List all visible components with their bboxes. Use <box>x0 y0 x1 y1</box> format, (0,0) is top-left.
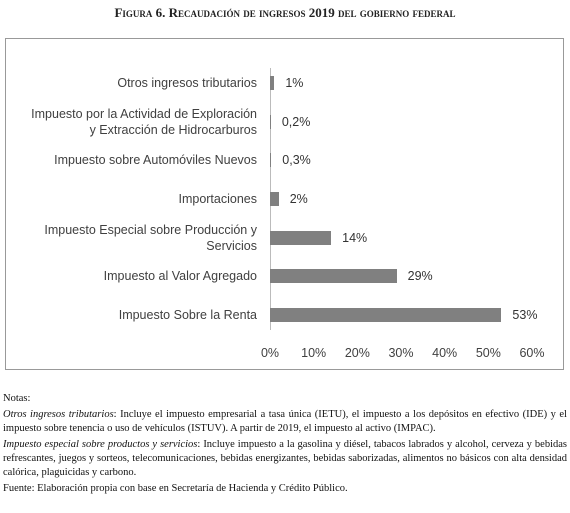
note-text: : Incluye el impuesto empresarial a tasa… <box>3 409 567 434</box>
bar <box>270 269 397 283</box>
category-label: Importaciones <box>178 192 257 206</box>
category-label: Impuesto al Valor Agregado <box>103 269 257 283</box>
source: Fuente: Elaboración propia con base en S… <box>3 483 348 494</box>
x-tick-label: 60% <box>519 346 545 360</box>
note-term: Impuesto especial sobre productos y serv… <box>3 439 198 450</box>
note: Impuesto especial sobre productos y serv… <box>3 438 567 480</box>
value-label: 2% <box>289 192 308 206</box>
value-label: 14% <box>342 231 368 245</box>
bar <box>270 153 272 167</box>
value-label: 0,3% <box>282 153 311 167</box>
notes: Notas: Otros ingresos tributarios: Inclu… <box>3 392 567 498</box>
x-tick-label: 50% <box>475 346 501 360</box>
category-label: Impuesto sobre Automóviles Nuevos <box>54 153 257 167</box>
x-tick-label: 0% <box>260 346 280 360</box>
chart-title: Figura 6. Recaudación de ingresos 2019 d… <box>114 5 456 20</box>
x-tick-label: 10% <box>301 346 327 360</box>
note: Otros ingresos tributarios: Incluye el i… <box>3 408 567 436</box>
value-label: 1% <box>285 76 304 90</box>
value-label: 0,2% <box>281 115 311 129</box>
category-label: Otros ingresos tributarios <box>117 76 257 90</box>
chart-frame <box>5 38 564 370</box>
value-label: 53% <box>512 308 538 322</box>
bar <box>270 115 271 129</box>
category-label: Impuesto Especial sobre Producción y Ser… <box>44 223 257 253</box>
x-tick-label: 40% <box>432 346 458 360</box>
x-tick-label: 30% <box>388 346 414 360</box>
bar <box>270 76 275 90</box>
x-tick-label: 20% <box>344 346 370 360</box>
value-label: 29% <box>407 269 433 283</box>
category-label: Impuesto por la Actividad de Exploración… <box>31 107 257 137</box>
notes-heading: Notas: <box>3 393 31 404</box>
note-term: Otros ingresos tributarios <box>3 409 114 420</box>
bar <box>270 231 332 245</box>
bar <box>270 192 279 206</box>
bar <box>270 308 502 322</box>
note-text: : Incluye impuesto a la gasolina y diése… <box>3 439 567 478</box>
category-label: Impuesto Sobre la Renta <box>118 308 257 322</box>
